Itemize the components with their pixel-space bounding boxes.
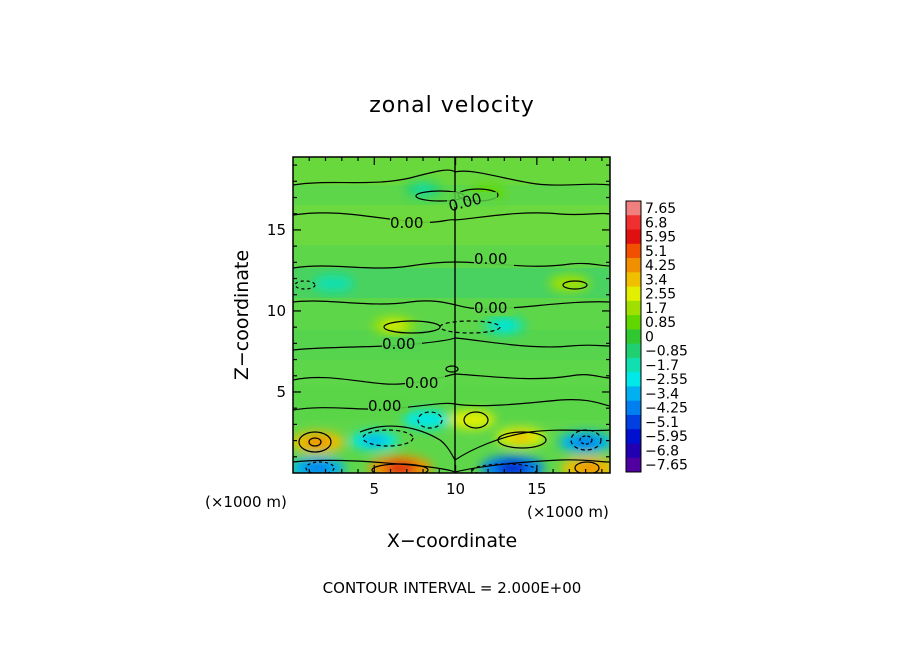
colorbar-label: 0.85 [645,315,676,331]
x-tick-label: 5 [370,480,380,498]
chart-title: zonal velocity [369,93,535,118]
contour-loop [579,435,593,445]
axis-ticks [293,157,610,473]
x-tick-labels: 5 10 15 [370,480,547,498]
colorbar-swatch [626,386,641,402]
colorbar-swatch [626,443,641,459]
colorbar-swatch [626,400,641,416]
x-tick-label: 10 [446,480,465,498]
colorbar-swatch [626,300,641,316]
colorbar-label: 4.25 [645,258,676,274]
colorbar-swatch [626,372,641,387]
colorbar-swatch [626,286,641,302]
background-bands [293,157,610,420]
colorbar-swatch [626,243,641,259]
x-tick-label: 15 [527,480,546,498]
velocity-blob-core [493,320,515,331]
velocity-blob-core [323,278,344,289]
colorbar-label: 2.55 [645,287,676,303]
colorbar-swatch [626,258,641,273]
contour-label: 0.00 [382,335,415,353]
velocity-blob-core [460,414,484,425]
contour-loop [463,411,489,429]
contour-loop [294,280,316,290]
colorbar-label: 5.1 [645,244,667,260]
contour-label: 0.00 [368,397,401,415]
contour-loop [570,429,602,451]
colorbar-label: −7.65 [645,458,688,474]
contour-line [293,459,456,473]
colorbar-swatch [626,429,641,444]
colorbar-label: −0.85 [645,344,688,360]
colorbar-label: −4.25 [645,401,688,417]
contour-label: 0.00 [474,250,507,268]
contour-loop [298,431,332,453]
plot-frame [292,156,611,474]
contour-loop [439,320,501,334]
colorbar-swatch [626,357,641,373]
contour-label: 0.00 [474,299,507,317]
colorbar-swatch [626,315,641,330]
y-tick-label: 5 [276,383,286,401]
velocity-blob-core [574,461,603,473]
contour-label: 0.00 [390,214,423,232]
velocity-blob-core [572,436,600,449]
colorbar-label: −5.1 [645,415,679,431]
contour-interval-footer: CONTOUR INTERVAL = 2.000E+00 [323,579,582,597]
contour-loop [383,320,441,334]
colorbar-label: 5.95 [645,230,676,246]
contour-label: 0.00 [405,374,438,392]
colorbar: 7.656.85.955.14.253.42.551.70.850−0.85−1… [625,200,688,474]
y-tick-labels: 5 10 15 [267,221,286,401]
colorbar-swatch [626,229,641,245]
colorbar-label: 7.65 [645,201,676,217]
colorbar-frame [625,200,642,473]
contour-line [293,300,610,310]
velocity-blob-core [362,435,387,446]
colorbar-swatch [626,343,641,359]
contour-loop [417,411,443,429]
contour-loop [308,437,322,447]
colorbar-swatch [626,272,641,287]
contour-loop [445,365,459,373]
colorbar-swatch [626,215,641,230]
x-unit-right: (×1000 m) [527,503,609,521]
y-axis-label: Z−coordinate [231,250,253,380]
contour-loop [562,280,588,290]
colorbar-label: −3.4 [645,386,679,402]
colorbar-label: 3.4 [645,272,667,288]
contour-line [454,459,610,473]
colorbar-label: 1.7 [645,301,667,317]
contour-loop [371,463,429,473]
colorbar-swatch [626,414,641,430]
x-unit-left: (×1000 m) [205,493,287,511]
velocity-blob-core [303,461,332,473]
velocity-blob-core [559,278,580,289]
contour-label-group: 0.00 0.00 0.00 0.00 0.00 0.00 0.00 [368,189,514,415]
colorbar-label: 0 [645,329,654,345]
y-tick-label: 15 [267,221,286,239]
colorbar-swatch [626,457,641,473]
y-tick-label: 10 [267,302,286,320]
contour-loop [305,461,335,473]
velocity-blob-core [414,414,438,425]
colorbar-label: −5.95 [645,429,688,445]
colorbar-label: −6.8 [645,443,679,459]
colorbar-swatch [626,201,641,216]
contour-loop [362,429,414,447]
contour-loop [497,431,547,449]
colorbar-label: −1.7 [645,358,679,374]
colorbar-label: 6.8 [645,215,667,231]
x-axis-label: X−coordinate [387,530,517,552]
contour-loop [574,461,600,473]
plot-area: 0.00 0.00 0.00 0.00 0.00 0.00 0.00 [293,157,610,473]
colorbar-swatch [626,329,641,345]
colorbar-label: −2.55 [645,372,688,388]
